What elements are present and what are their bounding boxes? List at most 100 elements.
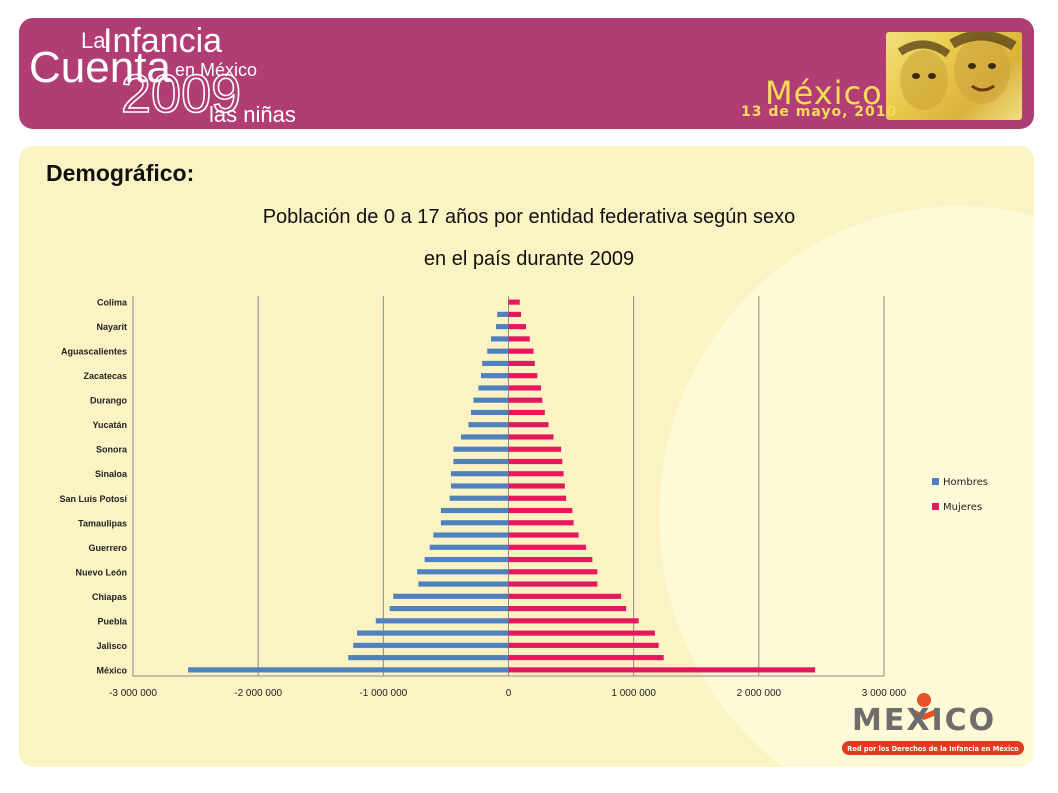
- bar-hombres: [470, 409, 509, 416]
- bar-mujeres: [508, 544, 587, 550]
- bar-hombres: [389, 606, 509, 612]
- bar-mujeres: [508, 483, 565, 489]
- bar-hombres: [495, 324, 509, 330]
- red-derechos-infancia-logo: MEXICO Red por los Derechos de la Infanc…: [842, 693, 1024, 755]
- bar-hombres: [440, 520, 509, 526]
- y-tick-label: Nuevo León: [75, 567, 127, 577]
- event-date: 13 de mayo, 2010: [741, 104, 898, 120]
- bar-mujeres: [508, 618, 639, 624]
- bar-hombres: [393, 593, 509, 599]
- bar-hombres: [348, 655, 509, 661]
- bar-mujeres: [508, 409, 545, 416]
- y-tick-label: Colima: [97, 298, 128, 308]
- y-tick-label: Guerrero: [88, 543, 127, 553]
- logo-infancia: Infancia: [103, 22, 222, 60]
- bar-mujeres: [508, 458, 563, 465]
- bar-mujeres: [508, 471, 564, 477]
- logo-figure-head: [917, 693, 931, 707]
- y-tick-label: Tamaulipas: [78, 518, 127, 528]
- chart-title-line1: Población de 0 a 17 años por entidad fed…: [262, 206, 796, 228]
- bar-mujeres: [508, 336, 530, 342]
- bar-hombres: [490, 336, 509, 342]
- legend-label: Mujeres: [943, 502, 982, 513]
- y-tick-label: San Luis Potosí: [59, 494, 127, 504]
- x-tick-label: -2 000 000: [234, 688, 282, 699]
- y-tick-label: Jalisco: [96, 641, 127, 651]
- bar-mujeres: [508, 373, 538, 379]
- bar-hombres: [418, 581, 509, 587]
- logo-tagline: Red por los Derechos de la Infancia en M…: [847, 745, 1019, 753]
- bar-hombres: [487, 348, 509, 354]
- bar-mujeres: [508, 397, 543, 403]
- legend-swatch: [932, 503, 939, 510]
- bar-hombres: [450, 471, 509, 477]
- bar-hombres: [375, 618, 509, 624]
- y-tick-label: México: [96, 665, 127, 675]
- children-photo: [886, 32, 1022, 120]
- bar-mujeres: [508, 507, 573, 514]
- y-tick-label: Zacatecas: [83, 371, 127, 381]
- logo-las-ninas: las niñas: [209, 102, 296, 127]
- logo-mexico-text: MEXICO: [852, 703, 996, 738]
- bar-mujeres: [508, 311, 522, 317]
- y-tick-label: Nayarit: [96, 322, 127, 332]
- y-tick-label: Puebla: [97, 616, 128, 626]
- bar-hombres: [353, 642, 509, 648]
- y-tick-label: Durango: [90, 396, 128, 406]
- logo-en-mexico: en México: [175, 60, 257, 80]
- logo-year: 2009: [121, 64, 241, 124]
- x-tick-label: 2 000 000: [737, 688, 782, 699]
- bar-mujeres: [508, 360, 535, 366]
- bar-mujeres: [508, 434, 554, 440]
- bar-hombres: [480, 373, 509, 379]
- bar-mujeres: [508, 385, 542, 391]
- bar-hombres: [460, 434, 509, 440]
- logo-figure-arms: [910, 708, 938, 720]
- bar-mujeres: [508, 667, 816, 673]
- bar-mujeres: [508, 446, 562, 452]
- bar-mujeres: [508, 655, 664, 661]
- x-tick-label: 0: [506, 688, 512, 699]
- bar-hombres: [433, 532, 509, 538]
- infancia-cuenta-logo: La Infancia Cuenta en México 2009 las ni…: [29, 22, 296, 127]
- bar-hombres: [468, 422, 509, 428]
- bar-mujeres: [508, 606, 627, 612]
- logo-la: La: [81, 28, 106, 53]
- bar-hombres: [450, 483, 509, 489]
- bar-mujeres: [508, 581, 598, 587]
- legend-label: Hombres: [943, 477, 988, 488]
- logo-tagline-bar: [842, 741, 1024, 755]
- bar-mujeres: [508, 495, 567, 501]
- chart-title-line2: en el país durante 2009: [423, 248, 635, 270]
- bar-hombres: [478, 385, 509, 391]
- bar-hombres: [188, 667, 509, 673]
- header-banner: La Infancia Cuenta en México 2009 las ni…: [19, 18, 1034, 129]
- bar-mujeres: [508, 299, 520, 305]
- bar-mujeres: [508, 630, 655, 636]
- section-title: Demográfico:: [46, 160, 195, 186]
- legend-swatch: [932, 478, 939, 485]
- bar-hombres: [497, 311, 509, 317]
- bar-hombres: [482, 360, 509, 366]
- bar-mujeres: [508, 532, 579, 538]
- content-panel: [19, 146, 1034, 767]
- bar-hombres: [453, 446, 509, 452]
- bar-hombres: [357, 630, 509, 636]
- bar-mujeres: [508, 569, 598, 575]
- y-tick-label: Yucatán: [92, 420, 127, 430]
- logo-cuenta: Cuenta: [29, 43, 171, 92]
- bar-mujeres: [508, 422, 549, 428]
- bar-mujeres: [508, 593, 622, 599]
- bar-mujeres: [508, 520, 574, 526]
- x-tick-label: -1 000 000: [359, 688, 407, 699]
- bar-mujeres: [508, 642, 659, 648]
- bar-hombres: [453, 458, 509, 465]
- bar-mujeres: [508, 556, 593, 563]
- y-tick-label: Chiapas: [92, 592, 127, 602]
- x-tick-label: -3 000 000: [109, 688, 157, 699]
- y-tick-label: Aguascalientes: [61, 347, 127, 357]
- event-city: México: [765, 74, 883, 112]
- bar-hombres: [473, 397, 509, 403]
- y-tick-label: Sinaloa: [95, 469, 128, 479]
